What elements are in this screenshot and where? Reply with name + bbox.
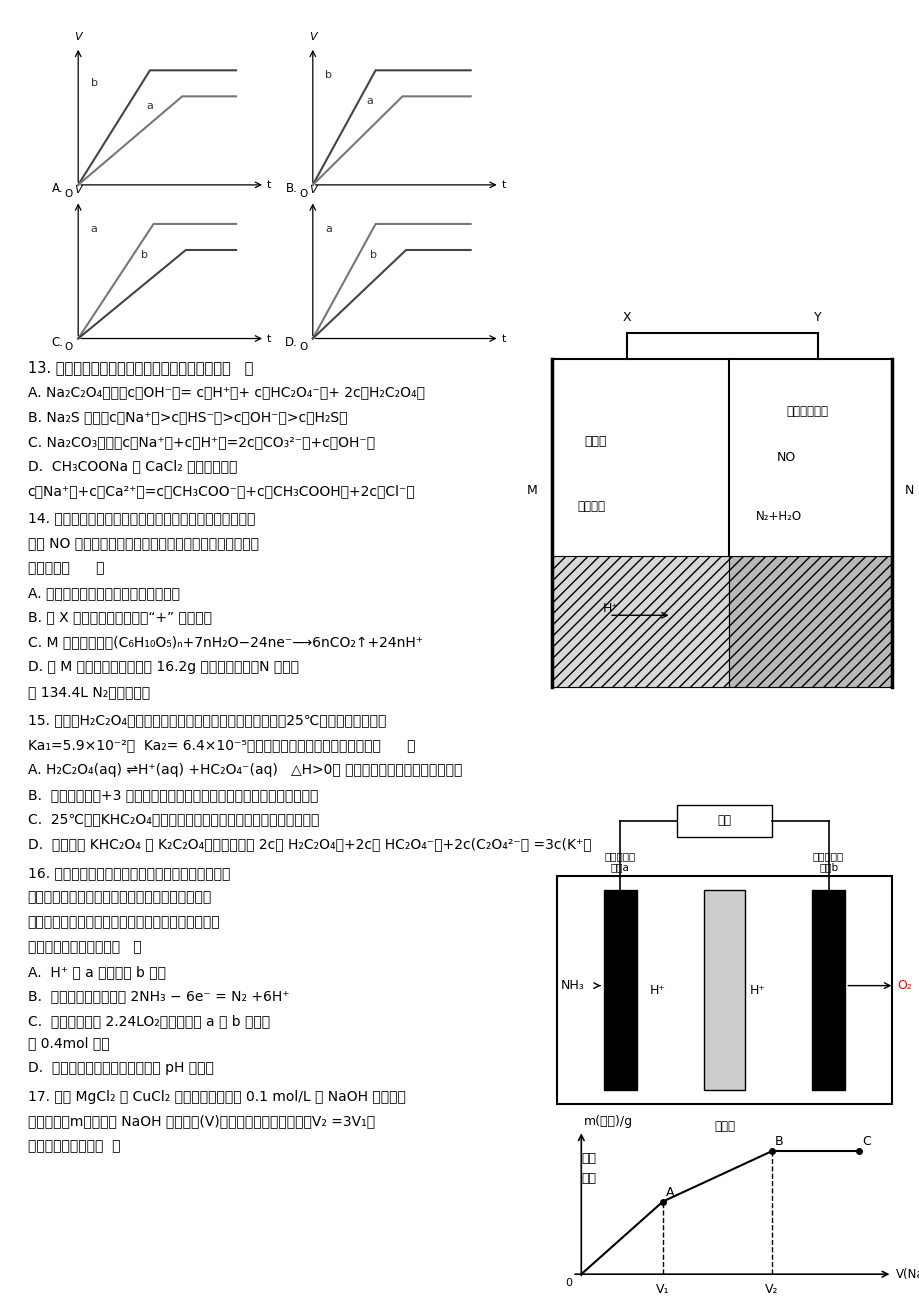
- Text: a: a: [146, 102, 153, 112]
- Text: A: A: [665, 1186, 674, 1199]
- Text: 16. 利用微生物中的芽孢杆菌来处理宇航员排出的粠: 16. 利用微生物中的芽孢杆菌来处理宇航员排出的粠: [28, 866, 230, 880]
- Text: O: O: [299, 342, 307, 353]
- Text: D.  CH₃COONa 和 CaCl₂ 的混合溶液：: D. CH₃COONa 和 CaCl₂ 的混合溶液：: [28, 460, 237, 474]
- Text: b: b: [91, 78, 97, 89]
- Text: B. 与 X 相连接是用电器标有“+” 的接线柱: B. 与 X 相连接是用电器标有“+” 的接线柱: [28, 611, 211, 625]
- Text: 下列说法正确的是（  ）: 下列说法正确的是（ ）: [28, 1139, 120, 1154]
- Text: 覆盖催化剂
电极a: 覆盖催化剂 电极a: [604, 850, 635, 872]
- Text: V: V: [309, 31, 316, 42]
- Text: D.  工作一段时间后电解质溶液的 pH 値不变: D. 工作一段时间后电解质溶液的 pH 値不变: [28, 1061, 213, 1075]
- Bar: [704, 891, 743, 1091]
- Text: N: N: [903, 484, 913, 497]
- Text: V₂: V₂: [764, 1282, 777, 1295]
- Text: C.  当标准状况下 2.24LO₂被还原，则 a 向 b 电极转: C. 当标准状况下 2.24LO₂被还原，则 a 向 b 电极转: [28, 1014, 269, 1029]
- Text: t: t: [267, 333, 271, 344]
- Text: B.: B.: [286, 182, 298, 195]
- Text: A.: A.: [52, 182, 63, 195]
- Text: 正确的是（      ）: 正确的是（ ）: [28, 561, 104, 575]
- Text: b: b: [369, 250, 377, 260]
- Text: 淠的质量（m）与加入 NaOH 溶液体积(V)的关系如右图所示，已知V₂ =3V₁，: 淠的质量（m）与加入 NaOH 溶液体积(V)的关系如右图所示，已知V₂ =3V…: [28, 1115, 374, 1129]
- Text: O: O: [299, 189, 307, 199]
- Text: N₂+H₂O: N₂+H₂O: [755, 510, 801, 523]
- Text: D. 当 M 电极微生物将废水中 16.2g 淠粉转化掉时，N 电极产: D. 当 M 电极微生物将废水中 16.2g 淠粉转化掉时，N 电极产: [28, 660, 299, 674]
- Text: C. M 电极反应式：(C₆H₁₀O₅)ₙ+7nH₂O−24ne⁻⟶6nCO₂↑+24nH⁺: C. M 电极反应式：(C₆H₁₀O₅)ₙ+7nH₂O−24ne⁻⟶6nCO₂↑…: [28, 635, 422, 650]
- Bar: [551, 556, 728, 687]
- Text: 便，同时能得到电能。氨气与氧气分别通入燃料电: 便，同时能得到电能。氨气与氧气分别通入燃料电: [28, 891, 211, 905]
- Text: O: O: [64, 189, 73, 199]
- Text: b: b: [325, 70, 332, 81]
- Text: B: B: [774, 1135, 782, 1148]
- Text: 微生物: 微生物: [584, 435, 606, 448]
- Text: V(NaOH)/mL: V(NaOH)/mL: [894, 1268, 919, 1281]
- Text: 生 134.4L N₂（标况下）: 生 134.4L N₂（标况下）: [28, 685, 150, 699]
- Text: H⁺: H⁺: [602, 603, 618, 616]
- Text: 池两极，最终生成常见的无毒物质，示意图如右图所: 池两极，最终生成常见的无毒物质，示意图如右图所: [28, 915, 220, 930]
- Text: 0: 0: [564, 1279, 572, 1289]
- Text: Y: Y: [812, 311, 821, 324]
- Bar: [811, 891, 845, 1091]
- Text: V: V: [74, 31, 82, 42]
- Text: 阳离子交换膜: 阳离子交换膜: [786, 405, 827, 418]
- Text: 覆盖催化剂
电极b: 覆盖催化剂 电极b: [812, 850, 844, 872]
- Text: A.  H⁺ 从 a 电极移向 b 电极: A. H⁺ 从 a 电极移向 b 电极: [28, 965, 165, 979]
- Text: A. 质子透过阳离子交换膜由右向左移动: A. 质子透过阳离子交换膜由右向左移动: [28, 586, 179, 600]
- Text: 负载: 负载: [717, 815, 731, 827]
- Text: 交换膜: 交换膜: [713, 1120, 734, 1133]
- Text: O₂: O₂: [896, 979, 911, 992]
- Text: V: V: [309, 185, 316, 195]
- Text: 有机废水: 有机废水: [577, 500, 605, 513]
- Text: H⁺: H⁺: [749, 984, 766, 996]
- Text: O: O: [64, 342, 73, 353]
- Text: B.  草酸中的碳为+3 价，具有较强的还原性，可使酸性高閔酸鴿溶液褂色: B. 草酸中的碳为+3 价，具有较强的还原性，可使酸性高閔酸鴿溶液褂色: [28, 788, 318, 802]
- Text: B. Na₂S 溶液：c（Na⁺）>c（HS⁻）>c（OH⁻）>c（H₂S）: B. Na₂S 溶液：c（Na⁺）>c（HS⁻）>c（OH⁻）>c（H₂S）: [28, 410, 346, 424]
- Text: V: V: [74, 185, 82, 195]
- Bar: [603, 891, 637, 1091]
- Bar: [728, 556, 891, 687]
- Text: Ka₁=5.9×10⁻²；  Ka₂= 6.4×10⁻⁵。下列与草酸有关的说法错误的是（      ）: Ka₁=5.9×10⁻²； Ka₂= 6.4×10⁻⁵。下列与草酸有关的说法错误…: [28, 738, 414, 753]
- Text: 14. 右图是一种利用微生物将废水中的有机物（如淠粉）和: 14. 右图是一种利用微生物将废水中的有机物（如淠粉）和: [28, 512, 255, 526]
- Text: C.: C.: [51, 336, 63, 349]
- Text: 13. 室温下，下列溶液中粒子浓度关系正确的是（   ）: 13. 室温下，下列溶液中粒子浓度关系正确的是（ ）: [28, 361, 253, 376]
- Text: a: a: [366, 96, 373, 107]
- Text: NO: NO: [776, 452, 795, 465]
- Text: D.  同浓度的 KHC₂O₄ 和 K₂C₂O₄混合溶液中： 2c（ H₂C₂O₄）+2c（ HC₂O₄⁻）+2c(C₂O₄²⁻） =3c(K⁺）: D. 同浓度的 KHC₂O₄ 和 K₂C₂O₄混合溶液中： 2c（ H₂C₂O₄…: [28, 837, 591, 852]
- Text: M: M: [526, 484, 537, 497]
- Bar: [676, 805, 771, 837]
- Text: C. Na₂CO₃溶液：c（Na⁺）+c（H⁺）=2c（CO₃²⁻）+c（OH⁻）: C. Na₂CO₃溶液：c（Na⁺）+c（H⁺）=2c（CO₃²⁻）+c（OH⁻…: [28, 435, 374, 449]
- Text: B.  负极区发生的反应是 2NH₃ − 6e⁻ = N₂ +6H⁺: B. 负极区发生的反应是 2NH₃ − 6e⁻ = N₂ +6H⁺: [28, 990, 289, 1004]
- Text: D.: D.: [285, 336, 298, 349]
- Text: 蓝色: 蓝色: [581, 1152, 596, 1165]
- Text: t: t: [267, 180, 271, 190]
- Text: 15. 草酸（H₂C₂O₄）又叫乙二酸，广泛存在于植物源食品中，25℃时，其电离常数为: 15. 草酸（H₂C₂O₄）又叫乙二酸，广泛存在于植物源食品中，25℃时，其电离…: [28, 713, 386, 728]
- Text: t: t: [501, 333, 505, 344]
- Text: A. Na₂C₂O₄溶液：c（OH⁻）= c（H⁺）+ c（HC₂O₄⁻）+ 2c（H₂C₂O₄）: A. Na₂C₂O₄溶液：c（OH⁻）= c（H⁺）+ c（HC₂O₄⁻）+ 2…: [28, 385, 425, 400]
- Text: X: X: [622, 311, 630, 324]
- Bar: [556, 876, 891, 1104]
- Text: A. H₂C₂O₄(aq) ⇌H⁺(aq) +HC₂O₄⁻(aq)   △H>0； 升温有利于提高草酸的电离程度: A. H₂C₂O₄(aq) ⇌H⁺(aq) +HC₂O₄⁻(aq) △H>0； …: [28, 763, 461, 777]
- Text: t: t: [501, 180, 505, 190]
- Text: 17. 向含 MgCl₂ 和 CuCl₂ 的溶液中逐滴加入 0.1 mol/L 的 NaOH 溶液，沉: 17. 向含 MgCl₂ 和 CuCl₂ 的溶液中逐滴加入 0.1 mol/L …: [28, 1090, 405, 1104]
- Bar: [551, 359, 891, 687]
- Text: 废气 NO 的化学能直接转化为电能的装置，下列说法中一定: 废气 NO 的化学能直接转化为电能的装置，下列说法中一定: [28, 536, 258, 551]
- Text: 示。下列说法错误的是（   ）: 示。下列说法错误的是（ ）: [28, 940, 142, 954]
- Text: c（Na⁺）+c（Ca²⁺）=c（CH₃COO⁻）+c（CH₃COOH）+2c（Cl⁻）: c（Na⁺）+c（Ca²⁺）=c（CH₃COO⁻）+c（CH₃COOH）+2c（…: [28, 484, 414, 499]
- Text: H⁺: H⁺: [649, 984, 664, 996]
- Text: 移 0.4mol 电子: 移 0.4mol 电子: [28, 1036, 109, 1051]
- Text: m(沉淀)/g: m(沉淀)/g: [584, 1115, 633, 1128]
- Text: V₁: V₁: [655, 1282, 669, 1295]
- Text: NH₃: NH₃: [561, 979, 584, 992]
- Text: C: C: [861, 1135, 870, 1148]
- Text: a: a: [91, 224, 97, 234]
- Text: 沉淀: 沉淀: [581, 1172, 596, 1185]
- Text: C.  25℃时，KHC₂O₄溶液呈弱酸性，有时用于清洗金属表面的锈迹: C. 25℃时，KHC₂O₄溶液呈弱酸性，有时用于清洗金属表面的锈迹: [28, 812, 319, 827]
- Text: b: b: [141, 250, 148, 260]
- Text: a: a: [325, 224, 332, 234]
